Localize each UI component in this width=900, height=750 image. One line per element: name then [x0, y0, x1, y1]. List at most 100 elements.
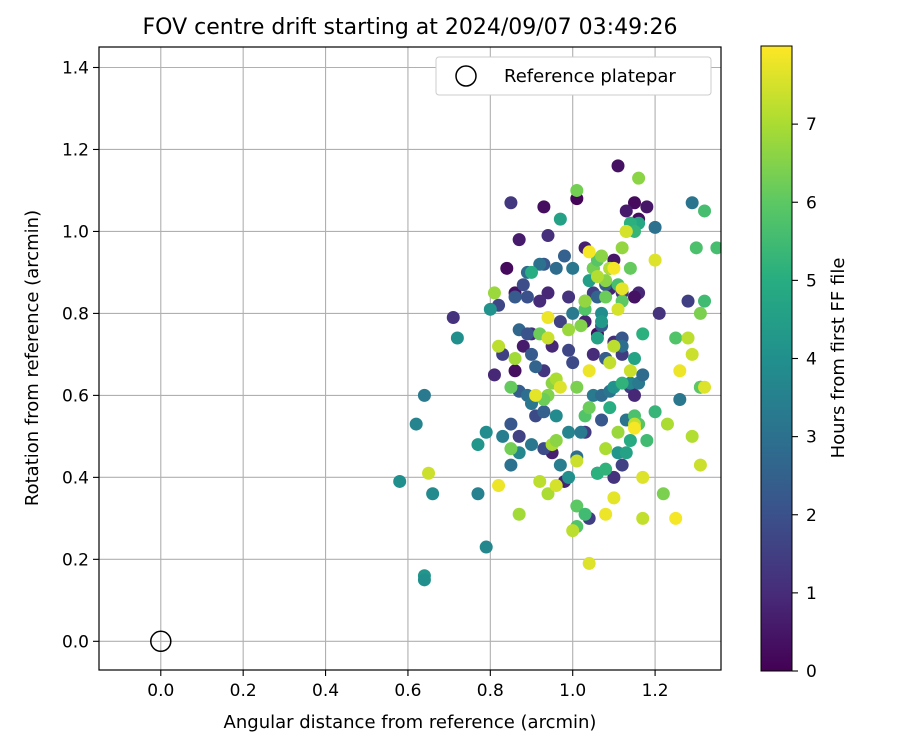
- y-tick-label: 0.8: [62, 304, 89, 324]
- colorbar-tick-label: 2: [806, 506, 817, 526]
- data-point: [582, 401, 596, 415]
- data-point: [541, 311, 555, 325]
- data-point: [640, 200, 654, 214]
- y-tick-label: 0.2: [62, 550, 89, 570]
- x-tick-label: 1.2: [642, 681, 669, 701]
- data-point: [681, 331, 695, 345]
- data-point: [627, 421, 641, 435]
- data-point: [504, 417, 518, 431]
- data-point: [660, 417, 674, 431]
- data-point: [562, 323, 576, 337]
- data-point: [607, 470, 621, 484]
- plot-frame: [98, 46, 722, 671]
- data-point: [516, 278, 530, 292]
- x-ticks: 0.0 0.2 0.4 0.6 0.8 1.0 1.2: [147, 670, 669, 701]
- colorbar-tick-label: 0: [806, 662, 817, 682]
- data-point: [640, 433, 654, 447]
- data-point: [553, 458, 567, 472]
- data-point: [520, 290, 534, 304]
- data-point: [483, 302, 497, 316]
- x-tick-label: 0.2: [230, 681, 257, 701]
- data-point: [529, 388, 543, 402]
- data-point: [566, 356, 580, 370]
- data-point: [533, 294, 547, 308]
- reference-marker: [150, 630, 172, 653]
- data-point: [669, 511, 683, 525]
- data-point: [549, 479, 563, 493]
- data-point: [627, 196, 641, 210]
- data-point: [504, 442, 518, 456]
- data-point: [533, 474, 547, 488]
- y-tick-label: 1.2: [62, 140, 89, 160]
- legend-label: Reference platepar: [504, 66, 676, 87]
- data-point: [698, 380, 712, 394]
- data-point: [607, 491, 621, 505]
- data-point: [512, 429, 526, 443]
- data-point: [512, 233, 526, 247]
- data-point: [578, 294, 592, 308]
- data-point: [541, 331, 555, 345]
- data-point: [562, 290, 576, 304]
- data-point: [508, 290, 522, 304]
- data-point: [623, 261, 637, 275]
- data-point: [685, 347, 699, 361]
- data-point: [586, 347, 600, 361]
- chart-title: FOV centre drift starting at 2024/09/07 …: [143, 15, 678, 40]
- data-point: [623, 364, 637, 378]
- data-point: [541, 229, 555, 243]
- data-point: [487, 286, 501, 300]
- data-point: [590, 331, 604, 345]
- data-point: [623, 433, 637, 447]
- data-point: [479, 425, 493, 439]
- colorbar-tick-label: 4: [806, 350, 817, 370]
- data-point: [619, 224, 633, 238]
- y-tick-label: 0.0: [62, 632, 89, 652]
- x-tick-label: 0.0: [147, 681, 174, 701]
- legend: Reference platepar: [435, 56, 712, 96]
- data-point: [636, 511, 650, 525]
- data-point: [669, 331, 683, 345]
- data-point: [492, 339, 506, 353]
- data-point: [541, 487, 555, 501]
- data-point: [603, 401, 617, 415]
- colorbar-ticks: 0 1 2 3 4 5 6 7: [792, 115, 817, 682]
- data-point: [615, 376, 629, 390]
- data-point: [553, 380, 567, 394]
- data-point: [525, 347, 539, 361]
- legend-box: [435, 56, 712, 96]
- data-point: [698, 204, 712, 218]
- data-point: [508, 364, 522, 378]
- data-point: [611, 425, 625, 439]
- data-point: [582, 245, 596, 259]
- data-point: [611, 302, 625, 316]
- legend-marker-open-circle: [455, 65, 477, 87]
- data-point: [595, 315, 609, 329]
- data-point: [636, 470, 650, 484]
- data-point: [627, 352, 641, 365]
- data-point: [496, 429, 510, 443]
- data-point: [607, 261, 621, 275]
- data-point: [710, 241, 721, 255]
- data-point: [698, 294, 712, 308]
- data-point: [685, 196, 699, 210]
- data-point: [537, 405, 551, 419]
- data-point: [450, 331, 464, 345]
- data-point: [512, 507, 526, 521]
- data-point: [566, 524, 580, 538]
- data-point: [619, 204, 633, 218]
- data-point: [566, 261, 580, 275]
- data-point: [570, 454, 584, 468]
- data-point: [685, 429, 699, 443]
- data-point: [549, 261, 563, 275]
- data-point: [562, 470, 576, 484]
- data-point: [582, 364, 596, 378]
- data-point: [574, 319, 588, 333]
- colorbar-tick-label: 5: [806, 271, 817, 291]
- data-point: [553, 212, 567, 226]
- data-point: [607, 339, 621, 353]
- data-point: [570, 380, 584, 394]
- colorbar: 0 1 2 3 4 5 6 7 Hours from first FF file: [760, 45, 849, 682]
- colorbar-tick-label: 3: [806, 428, 817, 448]
- data-point: [648, 405, 662, 419]
